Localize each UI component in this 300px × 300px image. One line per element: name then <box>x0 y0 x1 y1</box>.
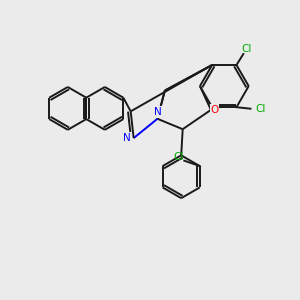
Text: N: N <box>123 133 131 143</box>
Text: Cl: Cl <box>242 44 252 54</box>
Text: O: O <box>210 105 219 115</box>
Text: N: N <box>154 107 161 117</box>
Text: Cl: Cl <box>174 152 184 162</box>
Text: Cl: Cl <box>256 104 266 114</box>
